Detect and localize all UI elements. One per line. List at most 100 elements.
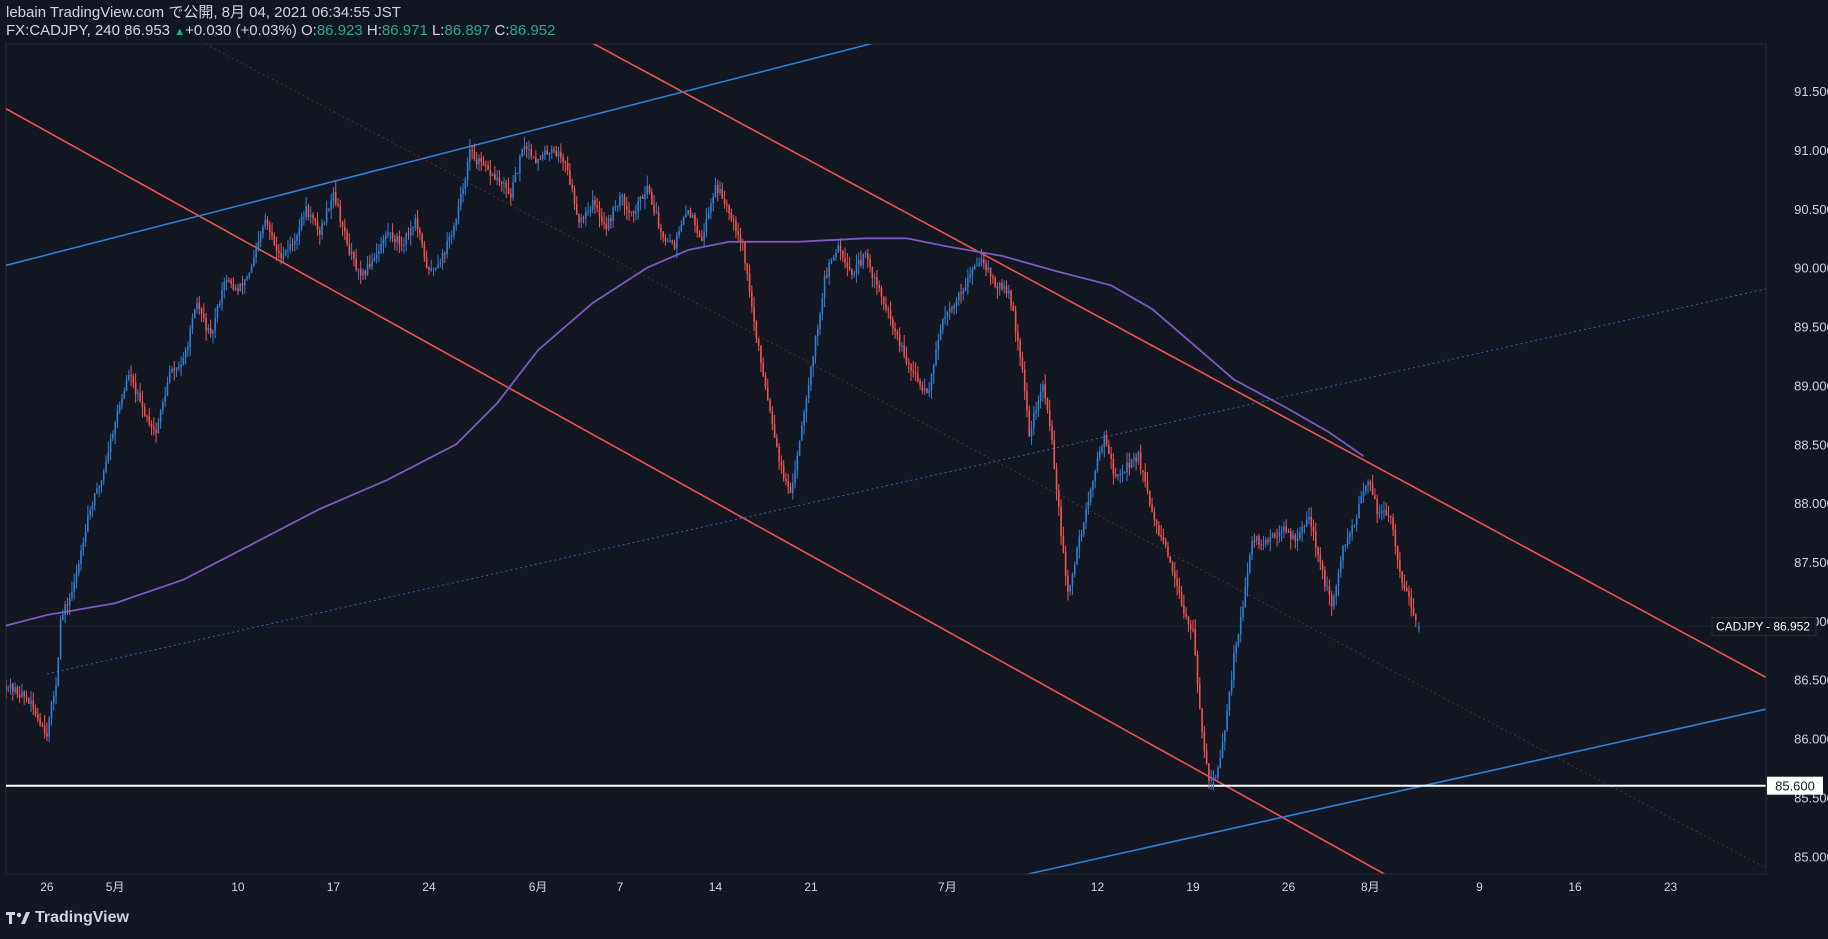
price-axis[interactable]: 91.500 91.000 90.500 90.000 89.500 89.000 88.5…	[1765, 44, 1828, 874]
candle	[1094, 471, 1096, 481]
time-tick-label: 8月	[1361, 880, 1380, 894]
candle	[976, 265, 978, 267]
candle	[1394, 529, 1397, 547]
candle	[66, 604, 69, 606]
time-axis[interactable]: 26 5月 10 17 24 6月 7 14 21 7月 12 19 26 8月 9 16 23	[6, 873, 1766, 894]
candle	[555, 150, 558, 156]
candle	[230, 280, 232, 284]
candle	[466, 161, 469, 180]
candle	[77, 563, 80, 574]
candle	[550, 149, 553, 154]
time-tick-label: 21	[804, 880, 818, 894]
candle	[1346, 537, 1349, 545]
candle	[64, 604, 66, 615]
candle	[1385, 510, 1388, 516]
candle	[491, 173, 494, 177]
candles-layer	[6, 136, 1420, 791]
candle	[462, 189, 464, 195]
candle	[487, 165, 489, 170]
candle	[112, 434, 114, 439]
candle	[544, 150, 546, 155]
candle	[1187, 616, 1190, 625]
candle	[1233, 652, 1235, 681]
candle	[16, 687, 19, 695]
candle	[407, 234, 410, 236]
candle	[885, 304, 887, 310]
candle	[1230, 680, 1233, 692]
candle	[1319, 554, 1322, 563]
candle	[1401, 571, 1403, 584]
candle	[1260, 544, 1262, 546]
candle	[312, 214, 314, 219]
candle	[1217, 767, 1219, 778]
candle	[457, 206, 460, 219]
candle	[325, 208, 328, 223]
candle	[416, 218, 419, 230]
candle	[664, 237, 667, 241]
candle	[484, 165, 487, 167]
candle	[1064, 552, 1067, 577]
footer-brand-label: TradingView	[35, 909, 129, 926]
candle	[455, 218, 458, 226]
candle	[178, 366, 180, 368]
candle	[23, 691, 25, 696]
candle	[1119, 474, 1122, 476]
candle	[848, 267, 851, 269]
candle	[250, 265, 253, 273]
candle	[475, 159, 478, 165]
time-tick-label: 26	[40, 880, 54, 894]
candle	[1292, 535, 1294, 540]
candle	[932, 365, 935, 374]
candle	[1294, 535, 1297, 541]
candle	[159, 410, 162, 423]
candle	[698, 232, 701, 238]
candle	[1133, 457, 1135, 460]
candle	[164, 395, 166, 403]
candle	[262, 226, 264, 235]
candle	[1092, 480, 1094, 490]
candle	[232, 283, 235, 290]
candle	[1264, 539, 1267, 544]
candle	[82, 542, 85, 551]
candle	[566, 162, 569, 171]
candle	[735, 220, 737, 232]
candle	[464, 179, 467, 190]
candle	[823, 275, 826, 298]
candle	[857, 260, 860, 265]
candle	[805, 398, 808, 413]
candle	[748, 273, 751, 292]
candle	[537, 158, 539, 164]
candle	[1255, 536, 1258, 542]
candle	[30, 700, 32, 704]
candle	[150, 423, 153, 428]
candle	[59, 619, 62, 658]
candle	[844, 257, 846, 263]
candle	[803, 412, 805, 426]
candle	[84, 531, 87, 543]
candle	[450, 235, 453, 238]
candle	[610, 218, 612, 221]
candle	[769, 399, 771, 411]
candle	[998, 282, 1001, 289]
last-price-tag-box	[1711, 617, 1817, 637]
symbol-label[interactable]: FX:CADJPY, 240	[6, 22, 120, 39]
candle	[691, 215, 694, 218]
candle	[726, 203, 728, 206]
candle	[1392, 517, 1394, 530]
candle	[146, 416, 148, 418]
candle	[1214, 777, 1217, 779]
candle	[1012, 305, 1015, 312]
candle	[796, 455, 799, 471]
candle	[773, 423, 776, 438]
candle	[203, 313, 205, 318]
candle	[330, 200, 332, 210]
candle	[525, 146, 528, 150]
candle	[389, 232, 392, 234]
candle	[98, 486, 101, 489]
candle	[355, 258, 357, 270]
candle	[678, 230, 680, 236]
candle	[1205, 751, 1208, 764]
candle	[737, 231, 739, 235]
candle	[264, 219, 267, 227]
